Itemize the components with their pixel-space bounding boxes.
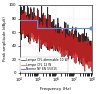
Lampe CFL dimmable 10 W [90,54,91,55]
Y-axis label: Peak amplitude (dBµV): Peak amplitude (dBµV) [4,16,8,61]
Lampe CFL dimmable 10 W [19,6,20,7]
Lampe CFL 12 W [90,59,91,60]
Lampe CFL dimmable 10 W [76,46,77,47]
Line: Lampe CFL 12 W: Lampe CFL 12 W [20,10,92,71]
Lampe CFL 12 W [90,47,91,48]
Lampe CFL 12 W [76,54,77,55]
Lampe CFL dimmable 10 W [52,34,54,35]
Lampe CFL dimmable 10 W [19,16,20,18]
Lampe CFL 12 W [24,10,25,11]
Lampe CFL 12 W [52,44,54,45]
Line: Norme NF EN 55015: Norme NF EN 55015 [20,20,92,28]
Lampe CFL 12 W [23,21,24,22]
Lampe CFL dimmable 10 W [92,67,93,68]
X-axis label: Frequency (Hz): Frequency (Hz) [40,87,71,91]
Legend: Lampe CFL dimmable 10 W, Lampe CFL 12 W, Norme NF EN 55015: Lampe CFL dimmable 10 W, Lampe CFL 12 W,… [20,57,68,72]
Lampe CFL 12 W [19,27,20,28]
Norme NF EN 55015 [36,27,38,29]
Lampe CFL 12 W [92,48,93,49]
Lampe CFL dimmable 10 W [23,21,24,23]
Line: Lampe CFL dimmable 10 W: Lampe CFL dimmable 10 W [20,6,92,68]
Norme NF EN 55015 [19,19,20,20]
Lampe CFL 12 W [84,71,85,72]
Lampe CFL 12 W [54,37,56,38]
Norme NF EN 55015 [92,27,93,29]
Lampe CFL dimmable 10 W [54,37,56,38]
Norme NF EN 55015 [36,19,38,20]
Lampe CFL dimmable 10 W [92,56,93,57]
Lampe CFL dimmable 10 W [90,54,91,55]
